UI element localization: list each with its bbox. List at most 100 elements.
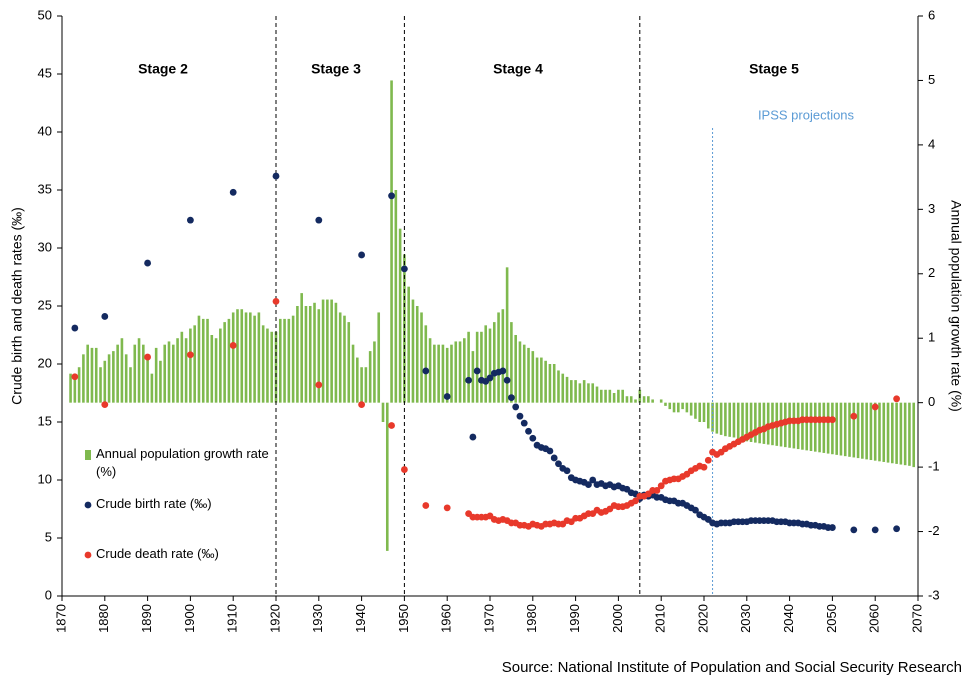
rate-dot <box>401 466 408 473</box>
x-tick-label: 1940 <box>353 604 368 633</box>
growth-bar <box>283 318 286 403</box>
growth-bar <box>484 325 488 403</box>
legend-swatch <box>85 450 91 460</box>
growth-bar <box>201 318 205 403</box>
growth-bar <box>702 402 706 422</box>
growth-bar <box>171 344 175 403</box>
y-tick-label: 10 <box>38 471 52 486</box>
growth-bar <box>437 344 440 403</box>
growth-bar <box>869 402 873 461</box>
rate-dot <box>388 422 395 429</box>
growth-bar <box>94 347 98 403</box>
growth-bar <box>214 338 218 403</box>
growth-bar <box>261 325 265 403</box>
rate-dot <box>546 447 554 455</box>
growth-bar <box>240 309 244 403</box>
growth-bar <box>317 309 321 403</box>
x-tick-label: 2010 <box>653 604 668 633</box>
growth-bar <box>244 312 248 403</box>
y2-axis-label: Annual population growth rate (%) <box>948 200 964 412</box>
y2-tick-label: 0 <box>928 394 935 409</box>
growth-bar <box>107 354 111 403</box>
growth-bar <box>492 322 496 403</box>
growth-bar <box>574 380 577 403</box>
growth-bar <box>839 402 843 456</box>
growth-bar <box>467 331 470 403</box>
growth-bar <box>180 331 184 403</box>
rate-dot <box>525 427 532 435</box>
rate-dot <box>443 393 451 400</box>
growth-bar <box>124 354 128 403</box>
legend-label: Crude birth rate (‰) <box>96 496 212 511</box>
legend-label: Annual population growth rate (%) <box>96 446 269 479</box>
rate-dot <box>829 524 836 531</box>
growth-bar <box>591 383 595 403</box>
growth-bar <box>184 338 188 403</box>
growth-bar <box>565 376 569 403</box>
x-tick-label: 2040 <box>781 604 796 633</box>
legend-item: Annual population growth rate (%) <box>96 446 269 479</box>
growth-bar <box>677 402 680 413</box>
growth-bar <box>219 328 222 403</box>
growth-bar <box>582 380 586 403</box>
growth-bar <box>831 402 834 455</box>
growth-bar <box>253 315 256 403</box>
growth-bar <box>578 383 582 403</box>
growth-bar <box>497 312 500 403</box>
growth-bar <box>424 325 428 403</box>
growth-bar <box>843 402 847 457</box>
rate-dot <box>187 351 194 359</box>
x-tick-label: 2070 <box>909 604 924 633</box>
growth-bar <box>287 318 291 403</box>
rate-dot <box>272 297 280 305</box>
growth-bar <box>296 306 299 403</box>
guides <box>275 16 714 596</box>
growth-bar <box>540 357 543 403</box>
x-tick-label: 1920 <box>267 604 282 633</box>
growth-bar <box>522 344 526 403</box>
rate-dot <box>512 403 520 411</box>
growth-bar <box>249 312 252 403</box>
growth-bar <box>587 383 590 403</box>
growth-bar <box>527 347 530 403</box>
rate-dot <box>653 487 661 494</box>
y2-tick-label: 5 <box>928 72 935 87</box>
growth-bar <box>398 228 402 403</box>
growth-bar <box>189 328 192 403</box>
growth-bar <box>90 347 94 403</box>
rate-dot <box>520 419 528 427</box>
rate-dot <box>508 394 515 402</box>
rate-dot <box>563 467 571 475</box>
growth-bar <box>612 393 616 403</box>
growth-bar <box>818 402 821 453</box>
growth-bar <box>856 402 860 459</box>
rate-dot <box>443 504 451 512</box>
growth-bar <box>873 402 877 461</box>
growth-bar <box>463 338 466 403</box>
rate-dot <box>388 192 395 200</box>
growth-bar <box>377 312 381 403</box>
growth-bar <box>330 299 333 403</box>
growth-bar <box>651 399 654 403</box>
growth-bar <box>356 357 359 403</box>
growth-bar <box>326 299 329 403</box>
growth-bar <box>595 386 599 403</box>
growth-bar <box>514 335 517 403</box>
rate-dot <box>871 403 879 411</box>
rate-dot <box>850 526 858 534</box>
growth-bar <box>454 341 458 403</box>
y2-tick-label: 2 <box>928 265 935 280</box>
rate-dot <box>401 265 408 273</box>
legend-item: Crude birth rate (‰) <box>96 496 212 511</box>
x-tick-label: 1980 <box>524 604 539 633</box>
x-tick-label: 1870 <box>53 604 68 633</box>
legend-swatch <box>84 501 92 509</box>
growth-bar <box>754 402 757 443</box>
growth-bar <box>347 322 351 403</box>
growth-bar <box>266 328 269 403</box>
y2-tick-label: -1 <box>928 459 940 474</box>
rate-dot <box>850 412 858 420</box>
x-tick-label: 1910 <box>225 604 240 633</box>
growth-bar <box>732 402 736 438</box>
